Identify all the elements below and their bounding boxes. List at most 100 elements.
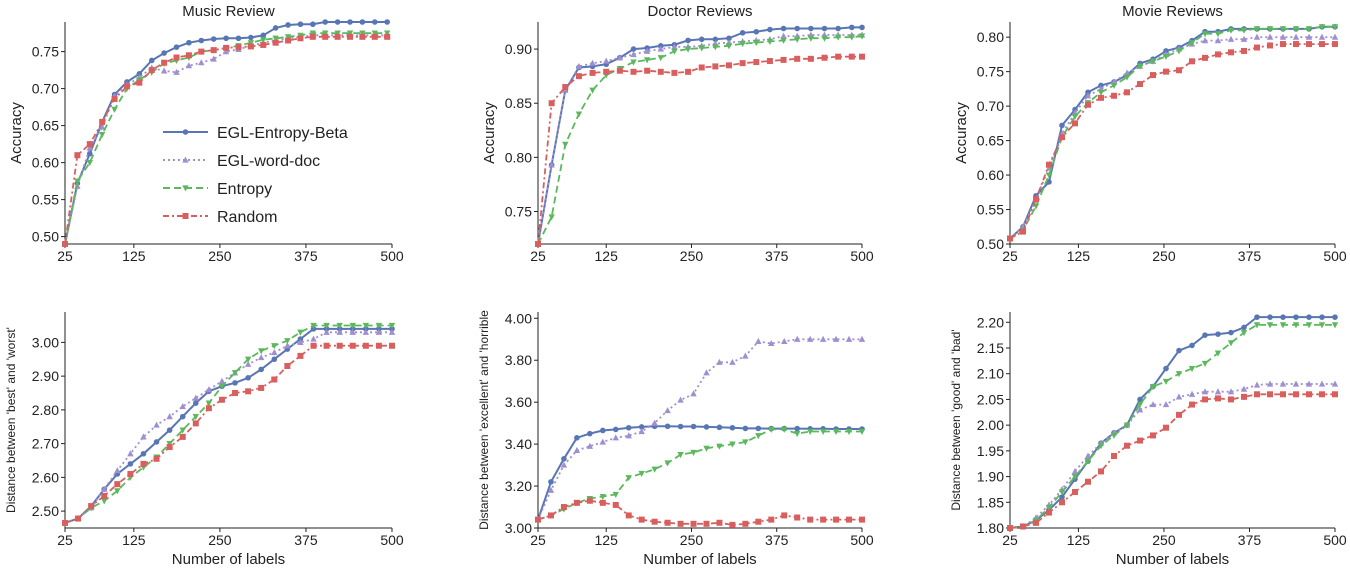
data-point	[1267, 314, 1273, 320]
chart-panel-5: 25 125 250 375 500 3.00 3.20 3.40 3.60 3.80 4.00 Nu…	[477, 310, 874, 568]
y-tick-label: 2.15	[977, 340, 1004, 356]
data-point	[573, 499, 580, 506]
y-tick-label: 0.65	[32, 118, 59, 134]
data-point	[677, 423, 684, 430]
data-point	[616, 67, 623, 74]
data-point	[334, 30, 341, 37]
data-point	[1267, 42, 1273, 49]
data-point	[1072, 120, 1078, 127]
data-point	[821, 25, 828, 32]
data-point	[690, 520, 697, 527]
data-point	[245, 375, 251, 381]
data-point	[638, 424, 645, 430]
data-point	[297, 352, 304, 359]
series-entropy	[534, 33, 866, 248]
data-point	[819, 428, 827, 436]
chart-panel-3: 25 125 250 375 500 0.50 0.55 0.60 0.65 0.70 0.75 0.…	[953, 3, 1347, 264]
data-point	[88, 503, 95, 510]
data-point	[101, 485, 108, 492]
legend-label: EGL-Entropy-Beta	[217, 125, 348, 142]
data-point	[349, 328, 356, 335]
legend-label: EGL-word-doc	[217, 153, 320, 170]
data-point	[858, 335, 866, 342]
data-point	[1214, 388, 1222, 395]
data-point	[625, 512, 632, 519]
data-point	[1033, 196, 1039, 203]
data-point	[535, 241, 541, 247]
data-point	[192, 394, 199, 401]
data-point	[153, 439, 160, 445]
data-point	[821, 35, 828, 42]
y-tick-label: 0.55	[977, 202, 1004, 218]
data-point	[198, 59, 205, 66]
data-point	[136, 79, 143, 86]
data-point	[285, 22, 291, 28]
data-point	[98, 123, 106, 130]
y-tick-label: 0.60	[32, 155, 59, 171]
data-point	[245, 388, 252, 395]
data-point	[677, 396, 684, 403]
series-egl-entropy-beta	[535, 24, 865, 247]
y-tick-label: 1.90	[977, 469, 1004, 485]
data-point	[1266, 380, 1274, 387]
data-point	[638, 428, 645, 435]
data-point	[651, 518, 658, 525]
data-point	[755, 518, 762, 525]
data-point	[1305, 26, 1313, 33]
data-point	[185, 52, 192, 59]
data-point	[1020, 228, 1026, 235]
data-point	[384, 33, 391, 40]
data-point	[140, 433, 147, 440]
data-point	[712, 63, 719, 70]
data-point	[1137, 437, 1143, 444]
data-point	[388, 328, 396, 335]
data-point	[739, 60, 746, 67]
data-point	[310, 342, 317, 349]
data-point	[1228, 49, 1234, 56]
data-point	[349, 342, 356, 349]
data-point	[703, 369, 710, 376]
data-point	[725, 43, 733, 50]
data-point	[742, 439, 749, 446]
data-point	[192, 414, 199, 421]
data-point	[1332, 391, 1338, 398]
x-tick-label: 500	[380, 248, 404, 264]
data-point	[1059, 494, 1065, 500]
data-point	[1240, 329, 1248, 337]
data-point	[1280, 41, 1286, 48]
x-tick-label: 25	[1002, 532, 1018, 548]
data-point	[684, 46, 692, 53]
data-point	[1085, 478, 1091, 485]
data-point	[716, 443, 723, 450]
data-point	[1097, 89, 1105, 96]
data-point	[362, 328, 370, 335]
data-point	[388, 322, 396, 329]
data-point	[1150, 72, 1156, 79]
data-point	[846, 516, 853, 523]
data-point	[703, 520, 710, 527]
data-point	[1241, 47, 1247, 54]
data-point	[807, 55, 814, 62]
data-point	[101, 498, 108, 505]
data-point	[768, 339, 775, 347]
y-axis-label: Accuracy	[8, 102, 25, 164]
data-point	[1176, 67, 1182, 74]
data-point	[1085, 101, 1091, 108]
data-point	[114, 481, 121, 488]
series-entropy	[534, 426, 866, 524]
data-point	[362, 322, 370, 329]
data-point	[1254, 391, 1260, 398]
data-point	[768, 516, 775, 523]
data-point	[1292, 33, 1300, 40]
data-point	[1175, 393, 1183, 400]
series-random	[535, 497, 865, 528]
data-point	[807, 516, 814, 523]
data-point	[1227, 27, 1235, 34]
data-point	[685, 37, 691, 44]
series-line	[1009, 383, 1335, 529]
data-point	[198, 37, 205, 44]
data-point	[258, 348, 265, 355]
data-point	[833, 516, 840, 523]
data-point	[845, 335, 853, 342]
chart-panel-6: 25 125 250 375 500 1.80 1.85 1.90 1.95 2.00 2.05 2.…	[949, 312, 1347, 568]
